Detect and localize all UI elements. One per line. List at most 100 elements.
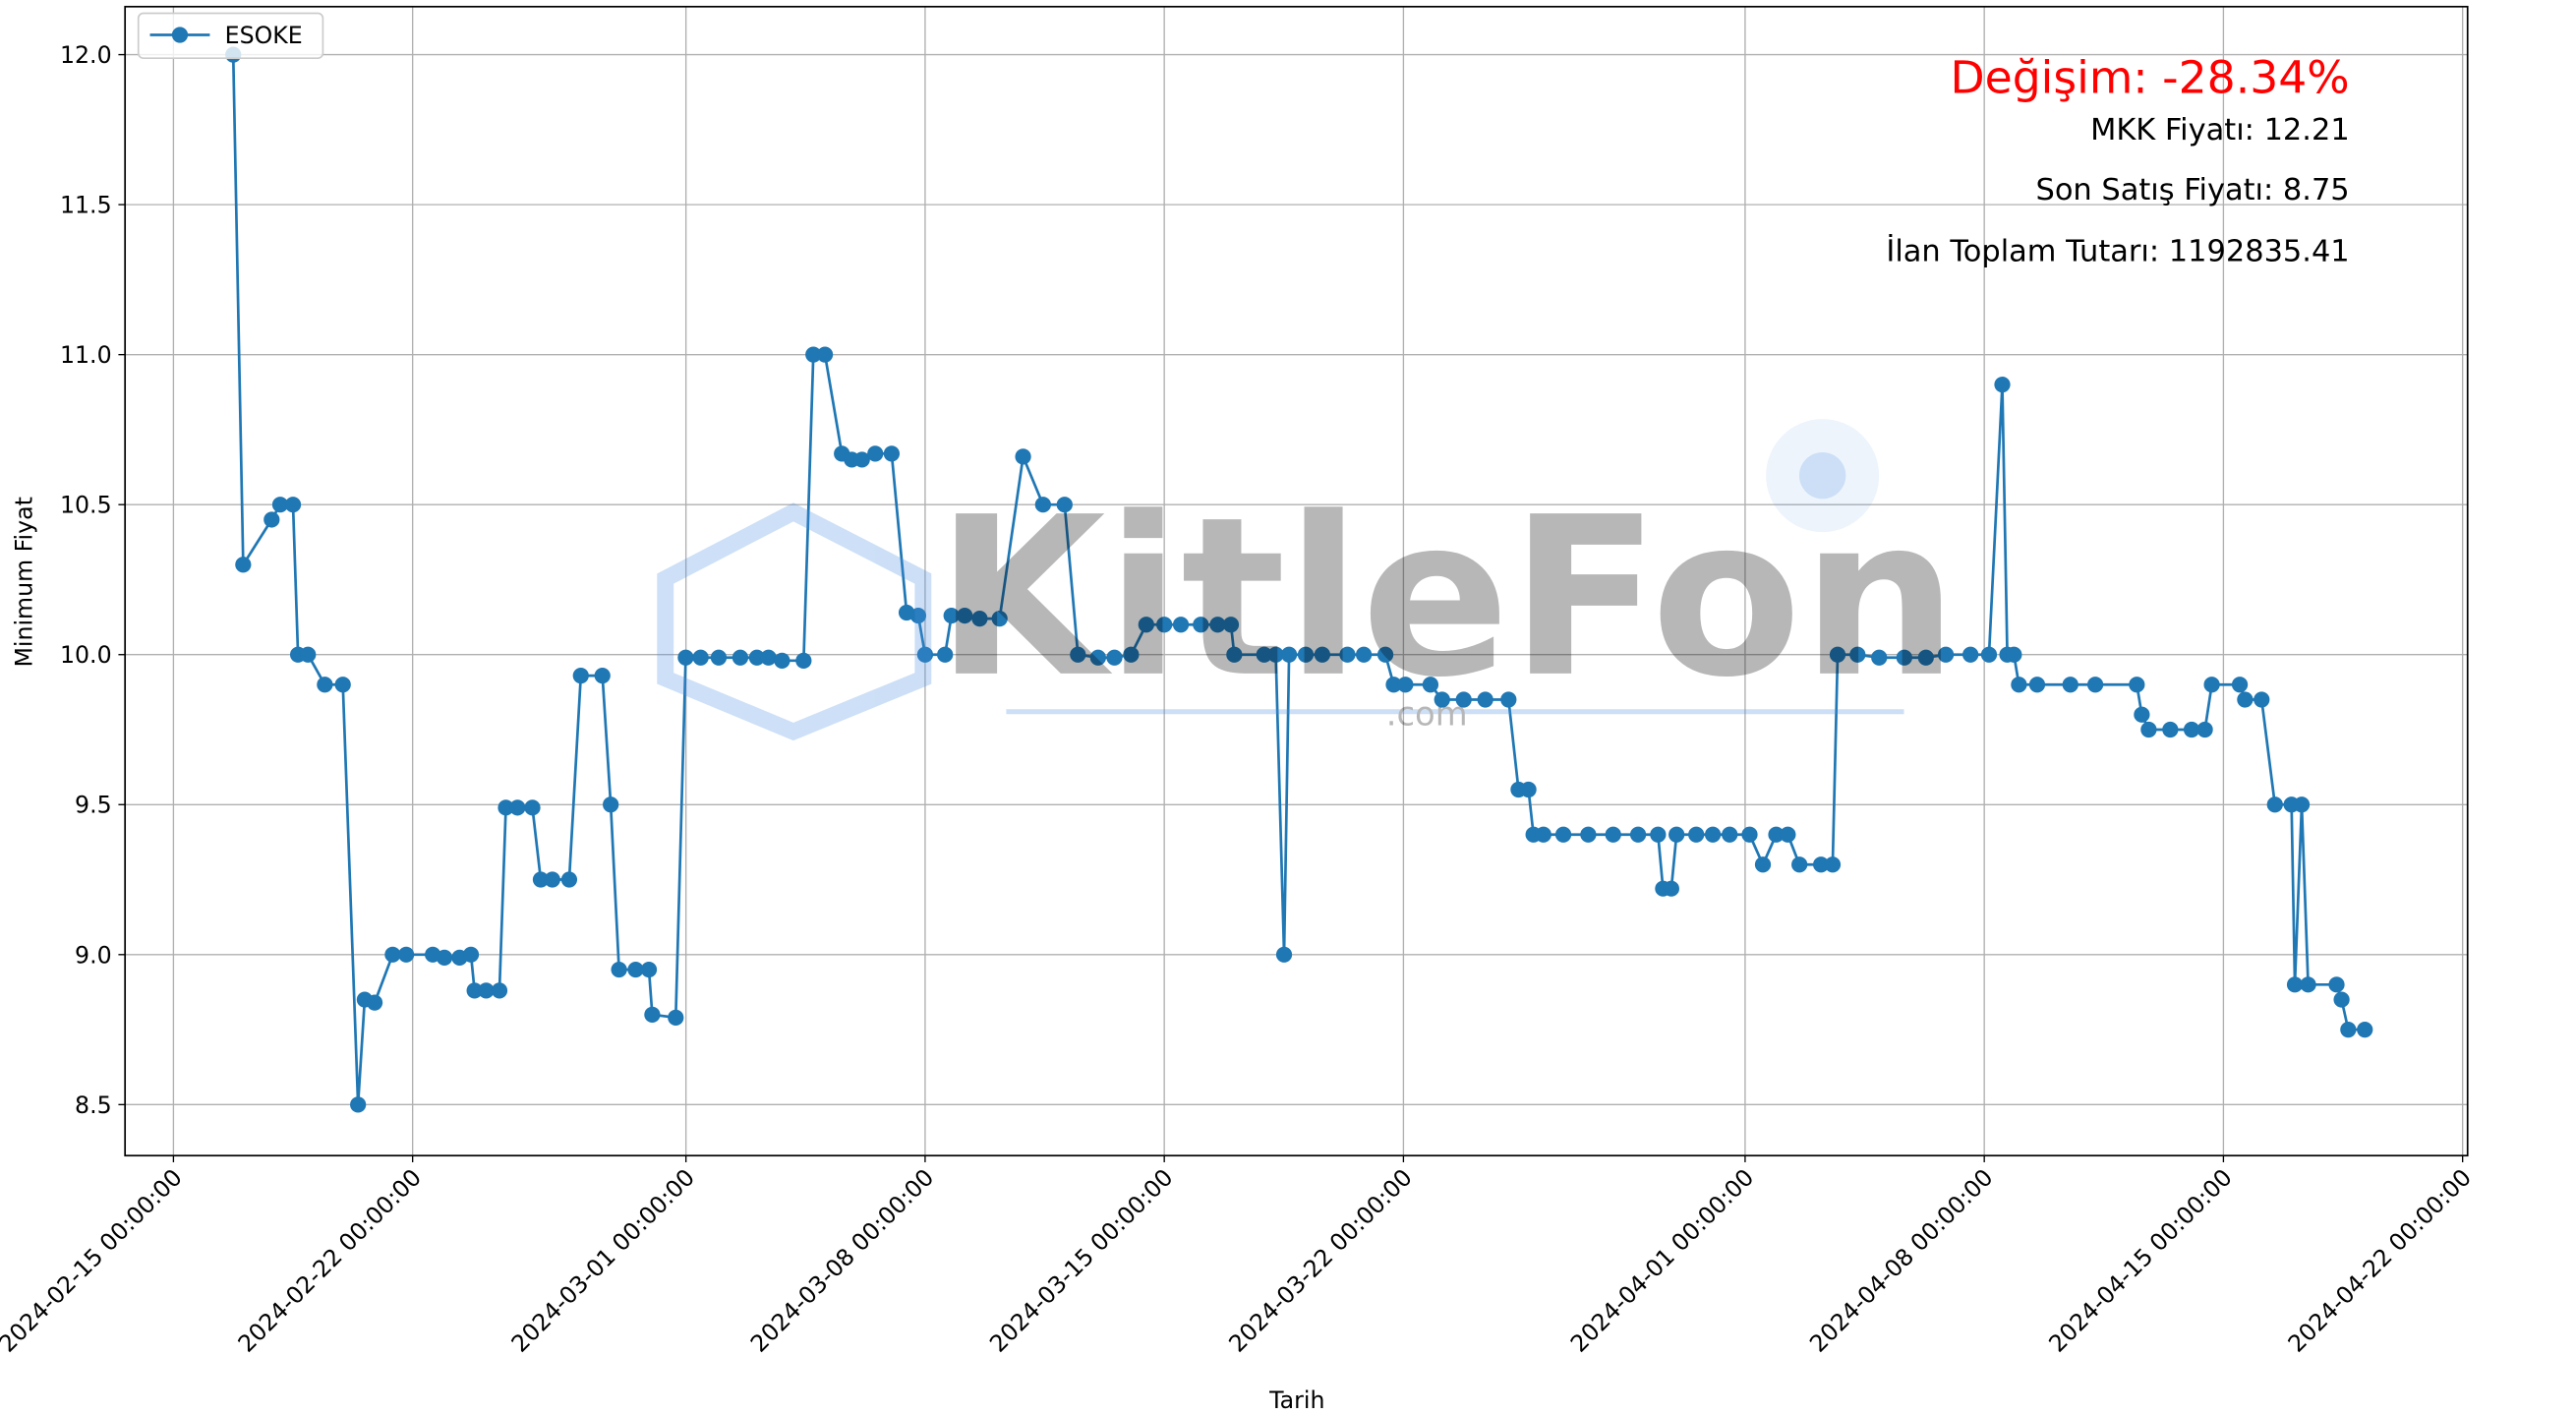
y-tick-label: 8.5 [75, 1091, 112, 1119]
data-point [1222, 617, 1240, 633]
data-point [1422, 677, 1439, 693]
data-point [1980, 646, 1998, 663]
x-axis-label: Tarih [1268, 1386, 1324, 1414]
watermark-logo [1798, 451, 1846, 500]
data-point [1070, 646, 1086, 663]
data-point [1605, 826, 1621, 843]
data-point [1754, 856, 1772, 873]
data-point [795, 652, 812, 669]
data-point [1089, 649, 1106, 666]
data-point [627, 961, 644, 978]
data-point [1791, 856, 1808, 873]
watermark-text: KitleFon [936, 470, 1959, 726]
data-point [1209, 617, 1226, 633]
data-point [1385, 677, 1402, 693]
data-point [916, 646, 934, 663]
data-point [760, 649, 777, 666]
data-point [611, 961, 627, 978]
data-point [1824, 856, 1842, 873]
data-point [1280, 646, 1298, 663]
y-axis-label: Minimum Fiyat [10, 497, 37, 667]
legend: ESOKE [137, 12, 324, 60]
data-point [1780, 826, 1796, 843]
data-point [853, 451, 870, 468]
y-tick-label: 10.0 [60, 641, 112, 669]
data-point [300, 646, 317, 663]
data-point [1813, 856, 1830, 873]
plot-frame [124, 5, 2469, 1157]
data-point [317, 677, 333, 693]
data-point [384, 946, 401, 963]
data-point [1015, 448, 1031, 465]
data-point [498, 799, 514, 816]
data-point [1172, 617, 1190, 633]
data-point [1535, 826, 1551, 843]
data-point [867, 445, 884, 462]
data-point [1580, 826, 1597, 843]
data-point [2293, 796, 2311, 813]
data-point [2340, 1021, 2357, 1038]
data-point [466, 982, 483, 999]
data-point [1275, 946, 1293, 963]
y-tick-label: 10.5 [60, 492, 112, 519]
data-point [2231, 677, 2249, 693]
data-point [284, 497, 302, 513]
data-point [1520, 781, 1537, 798]
data-point [2134, 706, 2150, 723]
data-point [937, 646, 954, 663]
data-point [1138, 617, 1154, 633]
annotation: Değişim: -28.34% [1950, 52, 2349, 104]
data-point [1455, 691, 1472, 708]
data-point [692, 649, 709, 666]
data-point [2196, 721, 2213, 738]
data-point [2254, 691, 2270, 708]
data-point [350, 1096, 367, 1113]
data-point [1663, 880, 1679, 897]
data-point [1034, 497, 1051, 513]
data-point [491, 982, 508, 999]
data-point [1500, 691, 1517, 708]
data-point [560, 871, 578, 888]
annotation: İlan Toplam Tutarı: 1192835.41 [1886, 233, 2349, 268]
data-point [640, 961, 658, 978]
data-point [1741, 826, 1758, 843]
data-point [1962, 646, 1979, 663]
data-point [1193, 617, 1209, 633]
data-point [805, 346, 822, 363]
data-point [1123, 646, 1140, 663]
data-point [2266, 796, 2283, 813]
data-point [2286, 976, 2304, 993]
legend-box [137, 12, 324, 60]
data-point [603, 796, 619, 813]
data-point [2006, 646, 2022, 663]
data-point [1339, 646, 1356, 663]
data-point [1994, 377, 2011, 393]
data-point [2086, 677, 2104, 693]
y-tick-label: 11.0 [60, 341, 112, 369]
data-point [366, 994, 383, 1011]
data-point [1477, 691, 1493, 708]
data-point [2028, 677, 2046, 693]
data-point [943, 607, 960, 624]
data-point [544, 871, 560, 888]
data-point [1256, 646, 1272, 663]
data-point [509, 799, 526, 816]
data-point [1156, 617, 1173, 633]
data-point [668, 1009, 684, 1026]
data-point [436, 949, 453, 966]
data-point [1829, 646, 1846, 663]
data-point [263, 511, 280, 528]
watermark: KitleFon .com [657, 419, 1959, 741]
data-point [1688, 826, 1705, 843]
data-point [532, 871, 550, 888]
annotation: Son Satış Fiyatı: 8.75 [2036, 173, 2350, 207]
data-point [1669, 826, 1685, 843]
data-point [2328, 976, 2345, 993]
watermark-logo [657, 502, 932, 741]
data-point [2062, 677, 2078, 693]
data-point [1896, 649, 1912, 666]
data-point [1722, 826, 1738, 843]
data-point [1849, 646, 1866, 663]
data-point [748, 649, 765, 666]
data-point [1554, 826, 1572, 843]
